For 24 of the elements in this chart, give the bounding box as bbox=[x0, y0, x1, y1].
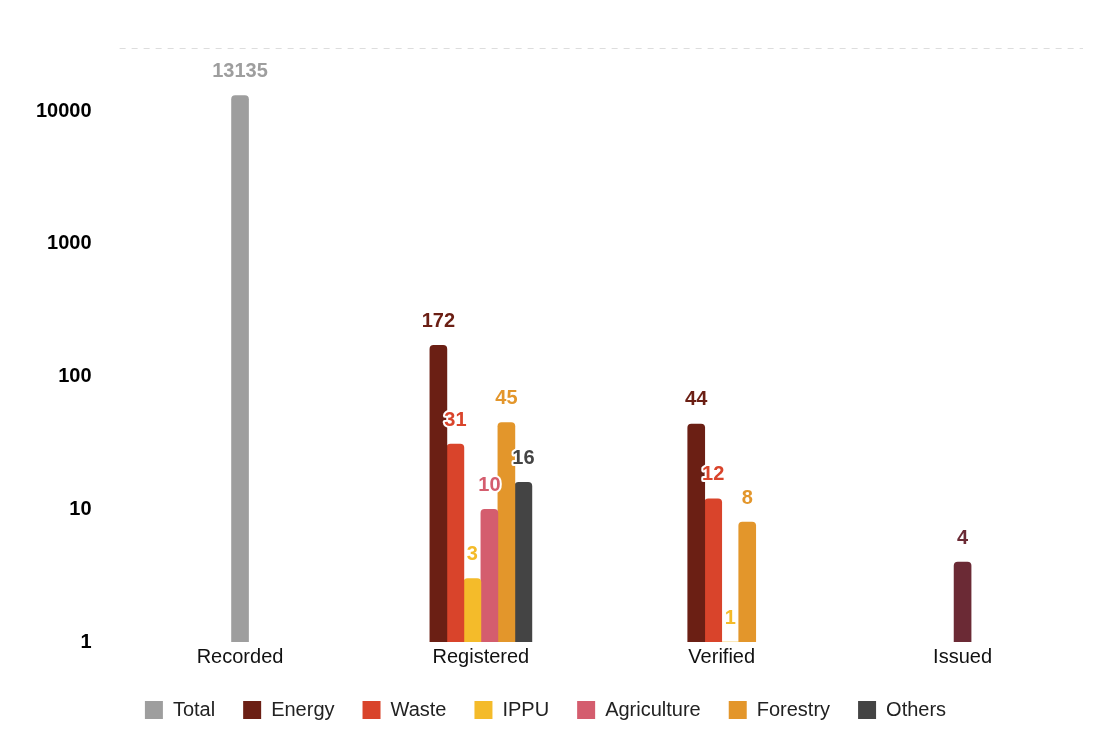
legend-label: Forestry bbox=[756, 697, 831, 720]
x-tick-label: Recorded bbox=[196, 644, 284, 667]
y-tick-label: 1 bbox=[80, 629, 92, 652]
data-label: 1 bbox=[724, 605, 736, 628]
y-tick-label: 1000 bbox=[47, 231, 92, 254]
legend-label: Waste bbox=[390, 697, 447, 720]
y-tick-label: 10 bbox=[69, 496, 92, 519]
data-label: 172 bbox=[421, 308, 456, 331]
data-label: 13135 bbox=[212, 59, 268, 82]
legend-label: Others bbox=[886, 697, 947, 720]
x-tick-label: Issued bbox=[933, 644, 993, 667]
data-label: 44 bbox=[685, 387, 709, 410]
legend-label: Energy bbox=[271, 697, 335, 720]
data-label: 3 bbox=[466, 542, 478, 565]
data-label: 8 bbox=[741, 485, 753, 508]
y-tick-label: 10000 bbox=[35, 98, 92, 121]
data-label: 4 bbox=[957, 525, 970, 548]
legend-label: IPPU bbox=[502, 697, 550, 720]
x-tick-label: Verified bbox=[688, 644, 756, 667]
legend-label: Agriculture bbox=[605, 697, 701, 720]
x-tick-label: Registered bbox=[432, 644, 530, 667]
y-tick-label: 100 bbox=[58, 364, 92, 387]
data-label: 45 bbox=[495, 386, 518, 409]
legend-label: Total bbox=[172, 697, 216, 720]
